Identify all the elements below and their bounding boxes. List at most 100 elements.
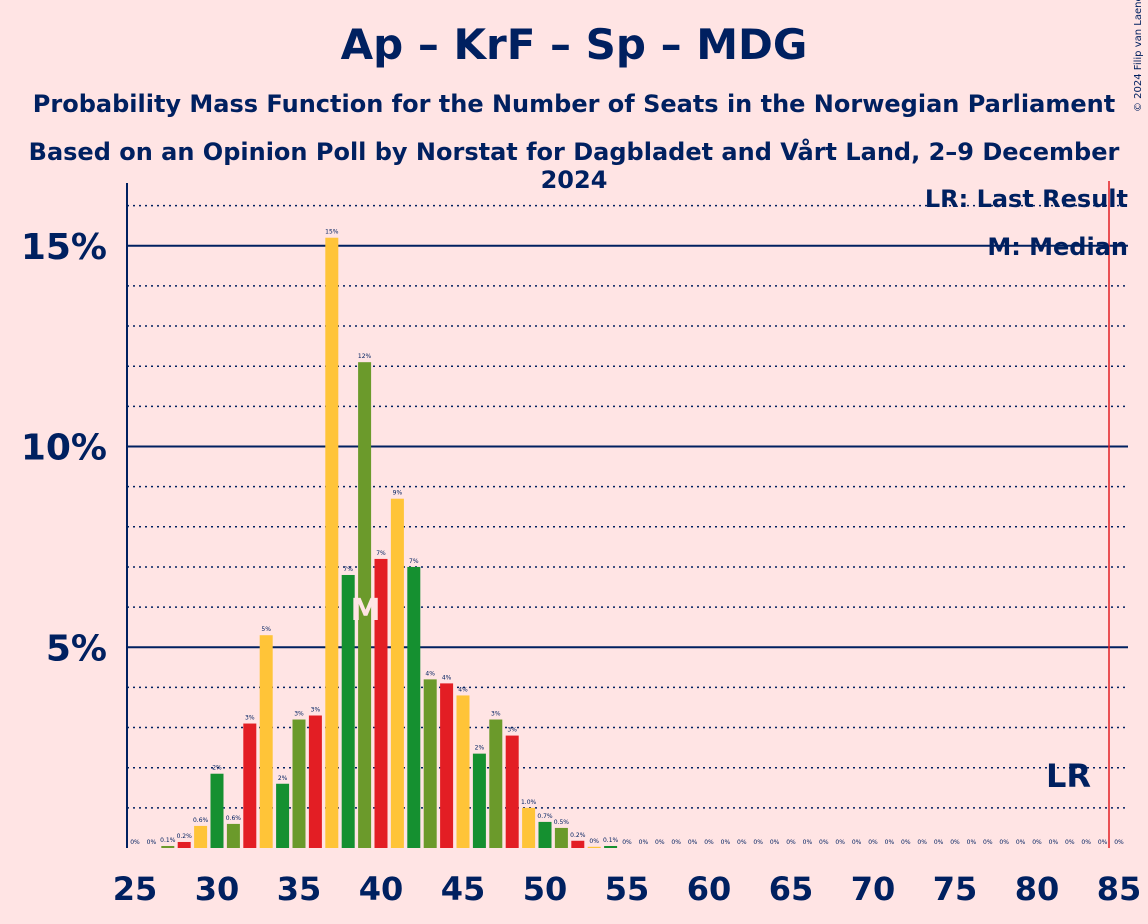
bar-data-label: 3%	[245, 715, 255, 722]
x-tick-label: 65	[769, 870, 814, 908]
bar-data-label: 0.7%	[537, 813, 553, 820]
bar-data-label: 0%	[934, 839, 944, 846]
bar	[423, 679, 437, 848]
x-tick-label: 75	[933, 870, 978, 908]
x-tick-label: 85	[1097, 870, 1142, 908]
bar-data-label: 0.2%	[570, 832, 586, 839]
bar-data-label: 0%	[1098, 839, 1108, 846]
x-tick-label: 60	[687, 870, 732, 908]
bar-data-label: 0%	[901, 839, 911, 846]
bar-data-label: 0%	[1081, 839, 1091, 846]
bar-data-label: 0.1%	[160, 837, 176, 844]
bar	[407, 566, 421, 848]
bar	[505, 735, 519, 848]
x-tick-label: 45	[441, 870, 486, 908]
bar	[276, 783, 290, 848]
bar	[292, 719, 306, 848]
bar-data-label: 3%	[311, 707, 321, 714]
bar-data-label: 3%	[507, 727, 517, 734]
x-tick-label: 70	[851, 870, 896, 908]
bar-data-label: 0%	[147, 839, 157, 846]
bar	[440, 683, 454, 848]
bar-data-label: 4%	[442, 674, 452, 681]
bar-data-label: 4%	[458, 686, 468, 693]
bar-data-label: 0%	[786, 839, 796, 846]
bar-data-label: 0%	[770, 839, 780, 846]
bar	[522, 807, 536, 848]
bar-data-label: 0%	[1032, 839, 1042, 846]
chart-source: Based on an Opinion Poll by Norstat for …	[28, 138, 1120, 194]
x-tick-label: 25	[113, 870, 158, 908]
bar-data-label: 0%	[704, 839, 714, 846]
bar	[325, 237, 339, 849]
bar-data-label: 0%	[639, 839, 649, 846]
bar	[390, 498, 404, 848]
bar	[587, 846, 601, 848]
bar	[210, 773, 224, 848]
bar	[571, 840, 585, 848]
bar-data-label: 3%	[294, 711, 304, 718]
bar	[341, 574, 355, 848]
bar-data-label: 0%	[737, 839, 747, 846]
bar-data-label: 0.2%	[177, 833, 193, 840]
x-tick-label: 35	[277, 870, 322, 908]
bar-data-label: 0%	[967, 839, 977, 846]
bar-data-label: 0%	[753, 839, 763, 846]
bar	[358, 362, 372, 848]
bar-data-label: 1.0%	[521, 799, 537, 806]
bar-data-label: 0%	[803, 839, 813, 846]
bar-data-label: 0%	[999, 839, 1009, 846]
bar-data-label: 0.6%	[226, 815, 242, 822]
bar-data-label: 0%	[655, 839, 665, 846]
bar-data-label: 4%	[425, 670, 435, 677]
bar-data-label: 0%	[1049, 839, 1059, 846]
bar-data-label: 0%	[917, 839, 927, 846]
bar-data-label: 0%	[671, 839, 681, 846]
bar-data-label: 7%	[343, 566, 353, 573]
bar	[226, 823, 240, 848]
bar	[456, 695, 470, 848]
chart-title: Ap – KrF – Sp – MDG	[340, 20, 808, 69]
bar-data-label: 0%	[819, 839, 829, 846]
bar	[604, 845, 618, 848]
legend-median: M: Median	[987, 233, 1128, 261]
bar	[194, 825, 208, 848]
bar-data-label: 0%	[950, 839, 960, 846]
bar	[538, 821, 552, 848]
bar	[177, 841, 191, 848]
bar-data-label: 0%	[721, 839, 731, 846]
bar-data-label: 3%	[491, 711, 501, 718]
bar	[259, 635, 273, 848]
bar-data-label: 0%	[835, 839, 845, 846]
bar	[472, 753, 486, 848]
bar	[489, 719, 503, 848]
bar-data-label: 5%	[261, 626, 271, 633]
x-tick-label: 50	[523, 870, 568, 908]
bar	[374, 558, 388, 848]
bar-data-label: 0%	[622, 839, 632, 846]
bar-data-label: 0%	[852, 839, 862, 846]
bar-data-label: 0%	[1065, 839, 1075, 846]
bar-data-label: 0%	[589, 838, 599, 845]
bar-data-label: 7%	[409, 558, 419, 565]
bar	[308, 715, 322, 848]
last-result-label: LR	[1046, 757, 1091, 795]
x-tick-label: 30	[195, 870, 240, 908]
bar-data-label: 0.5%	[554, 819, 570, 826]
bar	[554, 827, 568, 848]
y-tick-label: 10%	[21, 428, 107, 469]
bar-data-label: 0%	[868, 839, 878, 846]
bar-data-label: 0%	[885, 839, 895, 846]
bar-data-label: 2%	[278, 775, 288, 782]
bar-data-label: 2%	[475, 745, 485, 752]
bar-data-label: 0%	[130, 839, 140, 846]
x-tick-label: 80	[1015, 870, 1060, 908]
bar-data-label: 0%	[1114, 839, 1124, 846]
bar-data-label: 0.6%	[193, 817, 209, 824]
bar-data-label: 0%	[688, 839, 698, 846]
bar	[243, 723, 257, 848]
bar-data-label: 9%	[393, 490, 403, 497]
legend-last-result: LR: Last Result	[924, 185, 1128, 213]
x-tick-label: 40	[359, 870, 404, 908]
